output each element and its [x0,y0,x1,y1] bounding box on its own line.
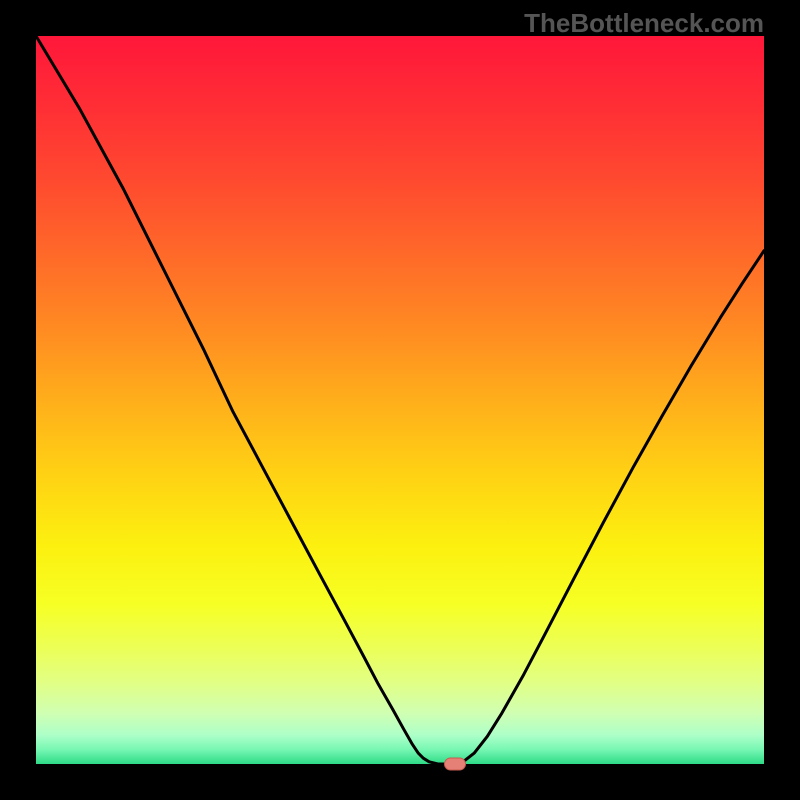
chart-container: TheBottleneck.com [0,0,800,800]
gradient-background [36,36,764,764]
plot-area [36,36,764,764]
watermark-text: TheBottleneck.com [524,8,764,39]
